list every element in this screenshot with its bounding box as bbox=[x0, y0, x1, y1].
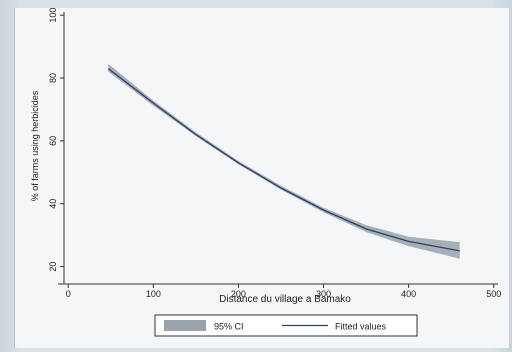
legend-fitted-label: Fitted values bbox=[335, 322, 387, 332]
x-tick-label: 500 bbox=[486, 289, 501, 299]
x-tick-label: 100 bbox=[146, 289, 161, 299]
x-tick-label: 0 bbox=[66, 289, 71, 299]
y-tick-label: 80 bbox=[48, 73, 58, 83]
x-tick-label: 200 bbox=[231, 289, 246, 299]
ci-band bbox=[108, 63, 460, 259]
y-tick-label: 100 bbox=[48, 8, 58, 23]
fitted-line-layer bbox=[107, 68, 460, 252]
y-axis-label: % of farms using herbicides bbox=[30, 90, 40, 201]
y-tick-label: 40 bbox=[48, 199, 58, 209]
y-tick-label: 60 bbox=[48, 136, 58, 146]
x-tick-label: 300 bbox=[316, 289, 331, 299]
legend-ci-label: 95% CI bbox=[214, 322, 244, 332]
legend-ci-swatch bbox=[164, 320, 206, 331]
fitted-line bbox=[107, 68, 460, 252]
x-axis-label: Distance du village a Bamako bbox=[219, 294, 351, 305]
y-tick-label: 20 bbox=[48, 262, 58, 272]
axes: 0 100 200 300 400 500 20 40 60 80 100 bbox=[48, 8, 501, 299]
x-tick-label: 400 bbox=[401, 289, 416, 299]
legend: 95% CI Fitted values bbox=[154, 314, 418, 337]
ci-band-layer bbox=[108, 63, 460, 259]
